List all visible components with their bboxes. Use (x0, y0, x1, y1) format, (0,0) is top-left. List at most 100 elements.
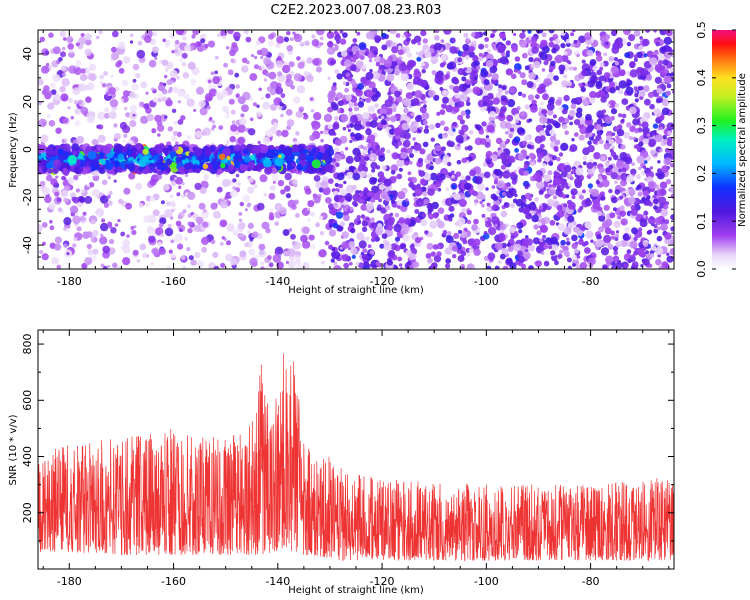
heatmap-cell (659, 126, 663, 130)
heatmap-cell (613, 220, 621, 228)
heatmap-cell (110, 227, 117, 234)
heatmap-cell (345, 155, 354, 164)
heatmap-band-cell (78, 153, 84, 159)
heatmap-cell (619, 210, 626, 217)
heatmap-cell (513, 243, 522, 252)
heatmap-cell (174, 39, 180, 45)
heatmap-cell (506, 114, 514, 122)
heatmap-cell (514, 148, 519, 153)
heatmap-band-cell (62, 143, 71, 153)
heatmap-cell (639, 86, 644, 91)
heatmap-cell (42, 222, 48, 228)
heatmap-cell (132, 249, 139, 256)
heatmap-cell (343, 262, 350, 269)
heatmap-cell (596, 234, 602, 240)
heatmap-cell (423, 128, 430, 134)
heatmap-cell (631, 227, 638, 235)
heatmap-cell (355, 60, 364, 69)
heatmap-cell (78, 196, 85, 203)
heatmap-cell (375, 144, 381, 150)
heatmap-cell (442, 229, 448, 235)
heatmap-cell (231, 120, 236, 125)
snr-y-label: SNR (10 * v/v) (8, 414, 19, 485)
heatmap-cell (304, 40, 310, 46)
heatmap-cell (490, 32, 496, 38)
heatmap-cell (111, 46, 117, 53)
heatmap-band-cell (239, 163, 248, 172)
heatmap-cell (414, 187, 423, 196)
heatmap-cell (558, 64, 566, 72)
heatmap-cell (182, 72, 190, 79)
heatmap-cell (431, 201, 439, 210)
heatmap-cell (460, 175, 466, 181)
heatmap-cell (608, 56, 615, 62)
heatmap-cell (456, 159, 462, 165)
heatmap-cell (249, 257, 258, 267)
heatmap-cell (349, 115, 358, 124)
heatmap-cell (505, 122, 512, 129)
heatmap-cell (377, 171, 385, 178)
heatmap-cell (560, 42, 566, 49)
heatmap-cell (663, 204, 669, 210)
heatmap-band-cell (169, 150, 177, 158)
heatmap-cell (230, 189, 238, 198)
heatmap-cell (207, 79, 212, 84)
heatmap-cell (628, 34, 636, 42)
heatmap-cell (500, 106, 507, 113)
heatmap-cell (604, 116, 613, 124)
y-tick-label: 0 (21, 146, 34, 153)
heatmap-cell (503, 202, 510, 208)
heatmap-cell (152, 97, 159, 103)
heatmap-cell (255, 111, 262, 118)
heatmap-cell (561, 54, 569, 63)
heatmap-cell (495, 137, 503, 144)
heatmap-cell (402, 233, 411, 242)
heatmap-cell (524, 65, 530, 71)
heatmap-cell (323, 113, 333, 123)
heatmap-cell (452, 128, 456, 132)
heatmap-cell (615, 85, 620, 91)
heatmap-cell (368, 58, 373, 63)
heatmap-cell (604, 218, 613, 227)
heatmap-cell (390, 164, 399, 172)
heatmap-cell (546, 152, 551, 157)
heatmap-cell (177, 100, 182, 104)
heatmap-cell (310, 211, 315, 217)
heatmap-cell (527, 30, 532, 34)
heatmap-cell (420, 219, 428, 227)
heatmap-cell (511, 123, 517, 129)
heatmap-cell (129, 91, 136, 99)
heatmap-cell (523, 53, 528, 58)
heatmap-cell (571, 242, 578, 249)
heatmap-cell (116, 266, 123, 269)
heatmap-cell (491, 185, 496, 189)
heatmap-cell (339, 221, 345, 227)
heatmap-cell (176, 131, 182, 137)
heatmap-cell (222, 35, 226, 40)
heatmap-cell (68, 51, 75, 58)
heatmap-cell (622, 233, 630, 241)
heatmap-cell (549, 135, 557, 142)
heatmap-cell (296, 56, 301, 61)
heatmap-cell (429, 220, 438, 229)
heatmap-cell (452, 193, 458, 199)
heatmap-cell (394, 212, 400, 218)
heatmap-cell (551, 155, 557, 161)
heatmap-cell (353, 102, 358, 107)
heatmap-cell (603, 142, 611, 150)
heatmap-cell (204, 93, 214, 102)
heatmap-cell (190, 78, 197, 86)
heatmap-band-cell (292, 145, 300, 153)
heatmap-cell (378, 184, 385, 191)
heatmap-cell (293, 96, 301, 104)
heatmap-cell (563, 51, 568, 56)
heatmap-cell (344, 193, 353, 202)
heatmap-band-cell (167, 145, 173, 152)
heatmap-cell (125, 202, 132, 210)
heatmap-cell (292, 241, 302, 250)
heatmap-cell (392, 107, 397, 113)
heatmap-cell (169, 194, 174, 199)
heatmap-cell (239, 201, 244, 207)
heatmap-cell (664, 201, 670, 206)
heatmap-cell (542, 45, 550, 54)
